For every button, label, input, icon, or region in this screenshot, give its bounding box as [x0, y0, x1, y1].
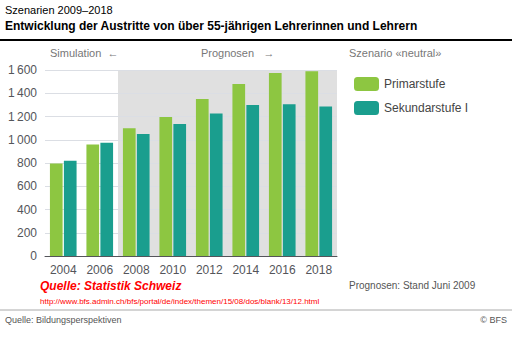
svg-text:2008: 2008	[123, 263, 150, 277]
svg-text:200: 200	[17, 226, 37, 240]
svg-text:1 400: 1 400	[8, 86, 37, 100]
svg-text:2018: 2018	[305, 263, 332, 277]
svg-text:2010: 2010	[159, 263, 186, 277]
svg-text:800: 800	[17, 156, 37, 170]
svg-text:Entwicklung der Austritte von: Entwicklung der Austritte von über 55-jä…	[5, 19, 417, 33]
svg-text:Simulation ←: Simulation ←	[50, 47, 118, 59]
svg-text:1 600: 1 600	[8, 63, 37, 77]
svg-text:© BFS: © BFS	[480, 315, 507, 325]
svg-text:Primarstufe: Primarstufe	[384, 77, 446, 91]
svg-text:1 000: 1 000	[8, 133, 37, 147]
svg-text:Szenarien 2009–2018: Szenarien 2009–2018	[5, 4, 113, 16]
svg-text:Prognosen: Stand Juni 2009: Prognosen: Stand Juni 2009	[349, 280, 476, 291]
svg-text:Prognosen: Prognosen	[201, 47, 254, 59]
svg-text:2012: 2012	[196, 263, 223, 277]
svg-text:2006: 2006	[86, 263, 113, 277]
svg-text:→: →	[264, 47, 275, 59]
svg-text:400: 400	[17, 203, 37, 217]
svg-text:2004: 2004	[50, 263, 77, 277]
svg-text:1 200: 1 200	[8, 110, 37, 124]
svg-text:Quelle: Statistik Schweiz: Quelle: Statistik Schweiz	[40, 279, 181, 293]
svg-text:0: 0	[30, 249, 37, 263]
svg-text:2014: 2014	[232, 263, 259, 277]
svg-text:Quelle: Bildungsperspektiven: Quelle: Bildungsperspektiven	[5, 315, 122, 325]
svg-text:Szenario «neutral»: Szenario «neutral»	[349, 47, 441, 59]
svg-text:Sekundarstufe I: Sekundarstufe I	[384, 101, 468, 115]
svg-text:600: 600	[17, 179, 37, 193]
svg-text:2016: 2016	[269, 263, 296, 277]
svg-text:http://www.bfs.admin.ch/bfs/po: http://www.bfs.admin.ch/bfs/portal/de/in…	[40, 297, 319, 306]
